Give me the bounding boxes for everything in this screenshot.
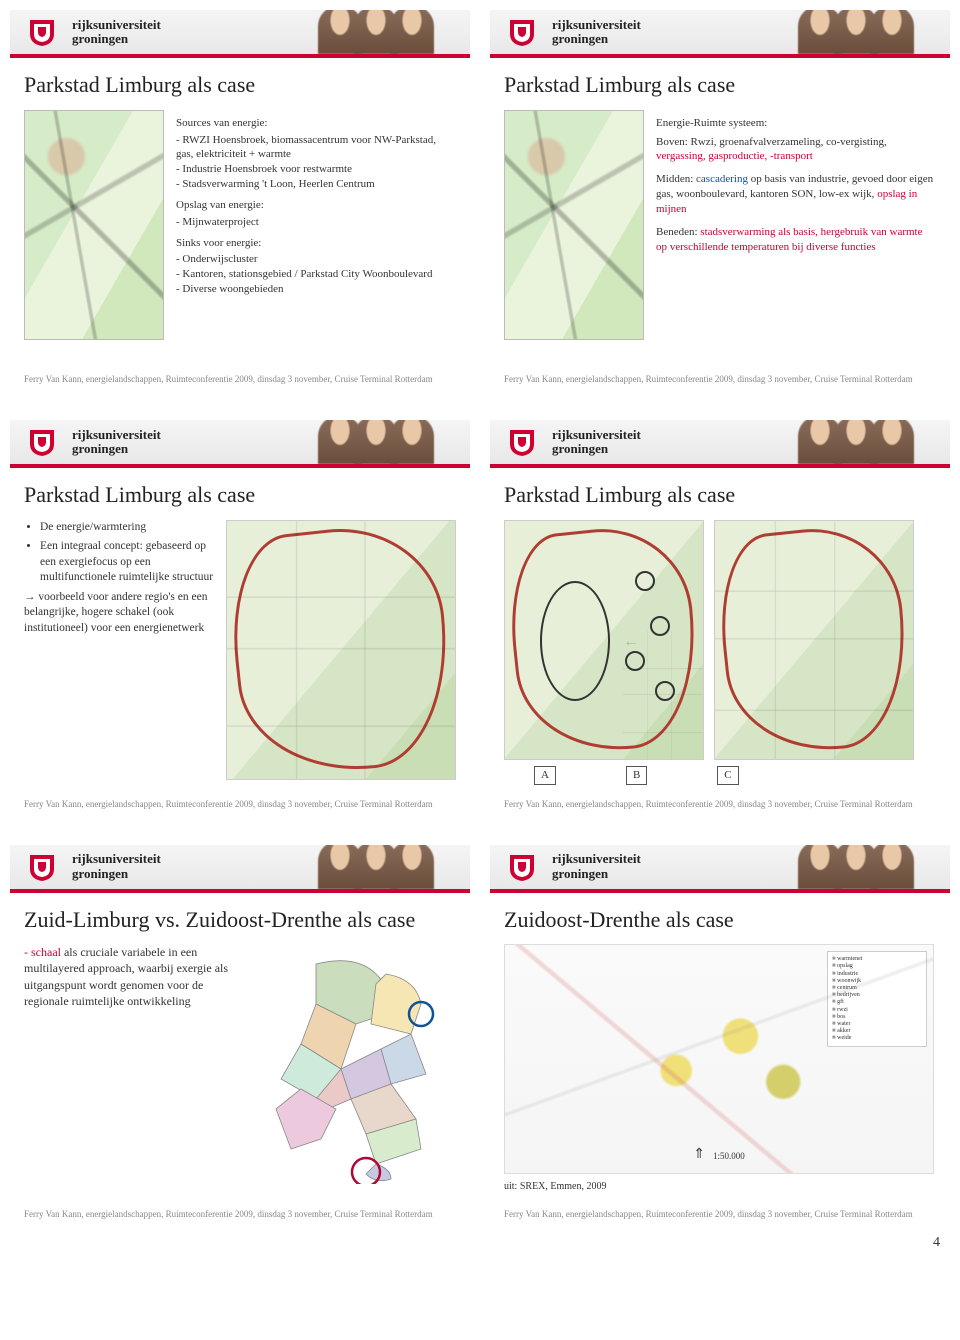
system-head: Energie-Ruimte systeem: bbox=[656, 116, 936, 131]
map-thumb bbox=[504, 110, 644, 340]
slide-4: rijksuniversiteitgroningen Parkstad Limb… bbox=[490, 420, 950, 815]
slide-title: Parkstad Limburg als case bbox=[24, 480, 456, 510]
slide-footer: Ferry Van Kann, energielandschappen, Rui… bbox=[504, 374, 913, 384]
bullet-item: Een integraal concept: gebaseerd op een … bbox=[40, 539, 214, 586]
university-name-line1: rijksuniversiteit bbox=[72, 18, 161, 32]
netherlands-map bbox=[256, 944, 456, 1184]
slide-footer: Ferry Van Kann, energielandschappen, Rui… bbox=[24, 1209, 433, 1219]
university-crest-icon bbox=[20, 10, 64, 54]
university-crest-icon bbox=[500, 845, 544, 889]
circle-overlay bbox=[635, 571, 655, 591]
circle-overlay bbox=[650, 616, 670, 636]
storage-item: - Mijnwaterproject bbox=[176, 215, 456, 230]
sources-head: Sources van energie: bbox=[176, 116, 456, 131]
bullet-item: → voorbeeld voor andere regio's en een b… bbox=[24, 590, 214, 637]
zo-drenthe-map: warmtenet opslag industrie woonwijk cent… bbox=[504, 944, 934, 1174]
university-name: rijksuniversiteit groningen bbox=[552, 18, 641, 47]
slide-footer: Ferry Van Kann, energielandschappen, Rui… bbox=[24, 374, 433, 384]
boven-line: Boven: Rwzi, groenafvalverzameling, co-v… bbox=[656, 135, 936, 165]
map-thumb bbox=[24, 110, 164, 340]
scale-text: 1:50.000 bbox=[713, 1150, 745, 1162]
slide-1: rijksuniversiteit groningen Parkstad Lim… bbox=[10, 10, 470, 390]
banner: rijksuniversiteitgroningen bbox=[10, 845, 470, 893]
slide-title: Zuid-Limburg vs. Zuidoost-Drenthe als ca… bbox=[24, 905, 456, 935]
circle-overlay bbox=[655, 681, 675, 701]
slide-title: Parkstad Limburg als case bbox=[504, 70, 936, 100]
scale-bar: ⇑ 1:50.000 bbox=[693, 1146, 745, 1165]
bullet-item: De energie/warmtering bbox=[40, 520, 214, 536]
lead-red: - schaal bbox=[24, 945, 61, 959]
banner: rijksuniversiteitgroningen bbox=[490, 845, 950, 893]
north-arrow-icon: ⇑ bbox=[693, 1146, 705, 1165]
slide-footer: Ferry Van Kann, energielandschappen, Rui… bbox=[504, 799, 913, 809]
map-panel-a bbox=[504, 520, 704, 760]
bullet-list: De energie/warmtering Een integraal conc… bbox=[24, 520, 214, 637]
slide-grid: rijksuniversiteit groningen Parkstad Lim… bbox=[0, 10, 960, 1225]
university-crest-icon bbox=[20, 420, 64, 464]
source-item: - Stadsverwarming 't Loon, Heerlen Centr… bbox=[176, 177, 456, 192]
slide-footer: Ferry Van Kann, energielandschappen, Rui… bbox=[24, 799, 433, 809]
university-name-line2: groningen bbox=[72, 32, 161, 46]
banner: rijksuniversiteit groningen bbox=[490, 10, 950, 58]
slide-title: Parkstad Limburg als case bbox=[24, 70, 456, 100]
banner: rijksuniversiteitgroningen bbox=[490, 420, 950, 468]
slide-5: rijksuniversiteitgroningen Zuid-Limburg … bbox=[10, 845, 470, 1225]
banner: rijksuniversiteit groningen bbox=[10, 10, 470, 58]
page-number: 4 bbox=[0, 1225, 960, 1251]
label-c: C bbox=[717, 766, 738, 785]
source-item: - RWZI Hoensbroek, biomassacentrum voor … bbox=[176, 133, 456, 163]
sink-item: - Diverse woongebieden bbox=[176, 282, 456, 297]
sink-item: - Kantoren, stationsgebied / Parkstad Ci… bbox=[176, 267, 456, 282]
university-name: rijksuniversiteit groningen bbox=[72, 18, 161, 47]
abc-labels: A B C bbox=[534, 766, 936, 785]
map-legend: warmtenet opslag industrie woonwijk cent… bbox=[827, 951, 927, 1047]
sink-item: - Onderwijscluster bbox=[176, 252, 456, 267]
slide-title: Zuidoost-Drenthe als case bbox=[504, 905, 936, 935]
label-b: B bbox=[626, 766, 647, 785]
ellipse-overlay bbox=[540, 581, 610, 701]
university-crest-icon bbox=[500, 10, 544, 54]
banner: rijksuniversiteitgroningen bbox=[10, 420, 470, 468]
source-item: - Industrie Hoensbroek voor restwarmte bbox=[176, 162, 456, 177]
map-panel-c bbox=[714, 520, 914, 760]
university-crest-icon bbox=[20, 845, 64, 889]
university-crest-icon bbox=[500, 420, 544, 464]
slide-title: Parkstad Limburg als case bbox=[504, 480, 936, 510]
sinks-head: Sinks voor energie: bbox=[176, 236, 456, 251]
label-a: A bbox=[534, 766, 556, 785]
storage-head: Opslag van energie: bbox=[176, 198, 456, 213]
circle-overlay bbox=[625, 651, 645, 671]
slide-footer: Ferry Van Kann, energielandschappen, Rui… bbox=[504, 1209, 913, 1219]
map-source: uit: SREX, Emmen, 2009 bbox=[504, 1180, 936, 1194]
slide-3: rijksuniversiteitgroningen Parkstad Limb… bbox=[10, 420, 470, 815]
slide-6: rijksuniversiteitgroningen Zuidoost-Dren… bbox=[490, 845, 950, 1225]
midden-line: Midden: cascadering op basis van industr… bbox=[656, 172, 936, 217]
map-large bbox=[226, 520, 456, 780]
beneden-line: Beneden: stadsverwarming als basis, herg… bbox=[656, 225, 936, 255]
banner-photo bbox=[290, 10, 470, 54]
slide-2: rijksuniversiteit groningen Parkstad Lim… bbox=[490, 10, 950, 390]
